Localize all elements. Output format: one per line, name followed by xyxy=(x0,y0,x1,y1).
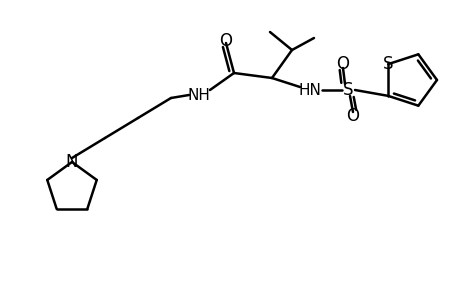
Text: S: S xyxy=(382,55,392,73)
Text: O: O xyxy=(219,32,232,50)
Text: O: O xyxy=(336,55,349,73)
Text: S: S xyxy=(342,81,353,99)
Text: NH: NH xyxy=(187,88,210,103)
Text: N: N xyxy=(66,153,78,171)
Text: O: O xyxy=(346,107,359,125)
Text: HN: HN xyxy=(298,82,321,98)
